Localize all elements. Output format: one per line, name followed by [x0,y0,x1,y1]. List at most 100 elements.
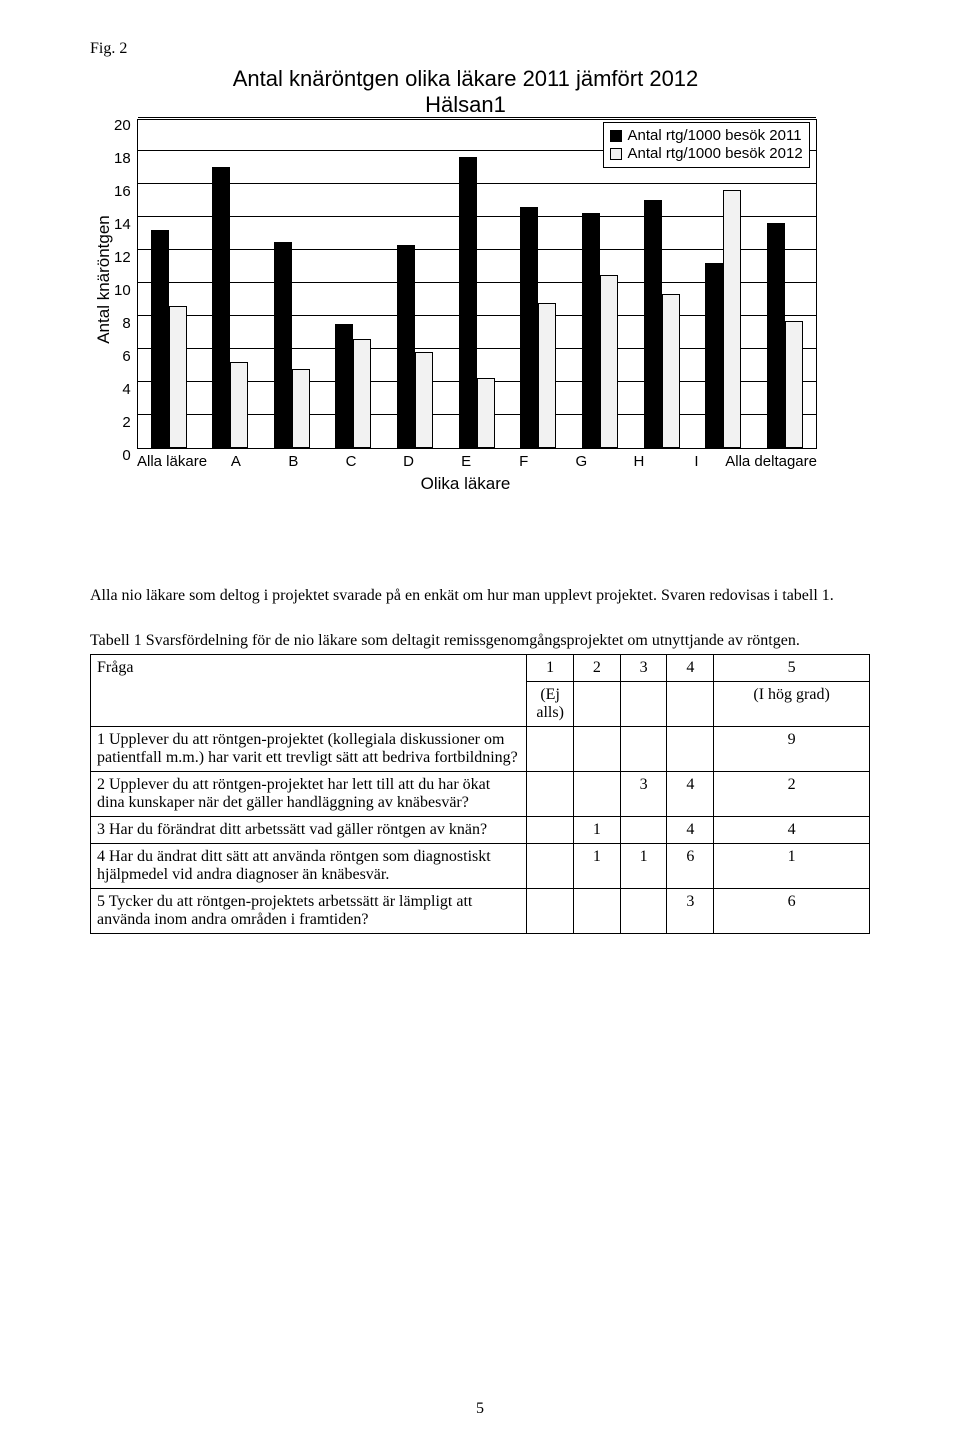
bar [785,321,803,448]
bar-groups [138,120,816,448]
x-tick-label: B [265,449,323,470]
cell-value [527,888,574,933]
legend-label: Antal rtg/1000 besök 2012 [628,145,803,163]
cell-value: 1 [620,843,667,888]
legend-swatch [610,148,622,160]
table-caption: Tabell 1 Svarsfördelning för de nio läka… [90,632,870,650]
x-tick-label: Alla deltagare [725,449,817,470]
bar [230,362,248,448]
bar-group [754,223,816,447]
plot-area: Antal rtg/1000 besök 2011Antal rtg/1000 … [137,119,817,449]
header-c1: 1 [527,654,574,681]
header-c1-sub: (Ej alls) [527,681,574,726]
cell-value: 3 [620,771,667,816]
cell-value [527,726,574,771]
header-c3-sub [620,681,667,726]
bar-group [261,242,323,448]
bar [151,230,169,448]
cell-value [620,816,667,843]
cell-value [527,816,574,843]
bar-group [569,213,631,447]
bar [477,378,495,447]
bar [520,207,538,448]
bar [644,200,662,448]
chart-title-line2: Hälsan1 [425,92,506,117]
cell-value: 4 [714,816,870,843]
bar-group [508,207,570,448]
table-row: 2 Upplever du att röntgen-projektet har … [91,771,870,816]
cell-question: 4 Har du ändrat ditt sätt att använda rö… [91,843,527,888]
bar [538,303,556,448]
table-header-row: Fråga 1 2 3 4 5 [91,654,870,681]
bar [459,157,477,447]
bar [397,245,415,448]
figure-label: Fig. 2 [90,40,870,58]
header-question: Fråga [91,654,527,726]
cell-value: 9 [714,726,870,771]
x-axis-title: Olika läkare [114,474,817,494]
x-tick-label: A [207,449,265,470]
cell-value: 2 [714,771,870,816]
cell-value [573,726,620,771]
cell-value [620,888,667,933]
bar [662,294,680,447]
chart-container: Antal knäröntgen Antal knäröntgen olika … [90,66,870,494]
cell-question: 2 Upplever du att röntgen-projektet har … [91,771,527,816]
x-tick-label: C [322,449,380,470]
bar [582,213,600,447]
cell-value [527,843,574,888]
cell-value: 1 [573,816,620,843]
y-axis-title: Antal knäröntgen [90,66,114,494]
cell-value: 6 [667,843,714,888]
cell-value: 6 [714,888,870,933]
bar [767,223,785,447]
bar [600,275,618,448]
table-row: 4 Har du ändrat ditt sätt att använda rö… [91,843,870,888]
x-tick-label: F [495,449,553,470]
legend-row: Antal rtg/1000 besök 2012 [610,145,803,163]
bar-group [323,324,385,448]
legend-label: Antal rtg/1000 besök 2011 [628,127,802,145]
cell-value: 1 [573,843,620,888]
bar [415,352,433,448]
bar-group [446,157,508,447]
x-axis-labels: Alla läkareABCDEFGHIAlla deltagare [137,449,817,470]
bar-group [631,200,693,448]
cell-value [527,771,574,816]
cell-value [573,888,620,933]
bar-group [384,245,446,448]
table-row: 3 Har du förändrat ditt arbetssätt vad g… [91,816,870,843]
bar-group [138,230,200,448]
bar [705,263,723,448]
survey-table: Fråga 1 2 3 4 5 (Ej alls) (I hög grad) 1… [90,654,870,934]
cell-value [620,726,667,771]
bar-group [199,167,261,448]
bar [335,324,353,448]
bar [274,242,292,448]
chart-legend: Antal rtg/1000 besök 2011Antal rtg/1000 … [603,122,810,168]
header-c2: 2 [573,654,620,681]
header-c5: 5 [714,654,870,681]
bar [292,369,310,448]
cell-question: 1 Upplever du att röntgen-projektet (kol… [91,726,527,771]
chart-title-line1: Antal knäröntgen olika läkare 2011 jämfö… [233,66,699,91]
header-c4-sub [667,681,714,726]
bar [353,339,371,448]
chart-title: Antal knäröntgen olika läkare 2011 jämfö… [114,66,817,119]
bar [212,167,230,448]
x-tick-label: E [437,449,495,470]
cell-value: 3 [667,888,714,933]
bar [169,306,187,448]
cell-question: 3 Har du förändrat ditt arbetssätt vad g… [91,816,527,843]
page-number: 5 [0,1400,960,1418]
header-c5-sub: (I hög grad) [714,681,870,726]
cell-value [573,771,620,816]
y-axis-ticks: 20181614121086420 [114,119,137,449]
cell-value: 4 [667,816,714,843]
bar-group [692,190,754,447]
x-tick-label: D [380,449,438,470]
cell-value: 1 [714,843,870,888]
paragraph-1: Alla nio läkare som deltog i projektet s… [90,584,870,608]
x-tick-label: G [553,449,611,470]
bar [723,190,741,447]
